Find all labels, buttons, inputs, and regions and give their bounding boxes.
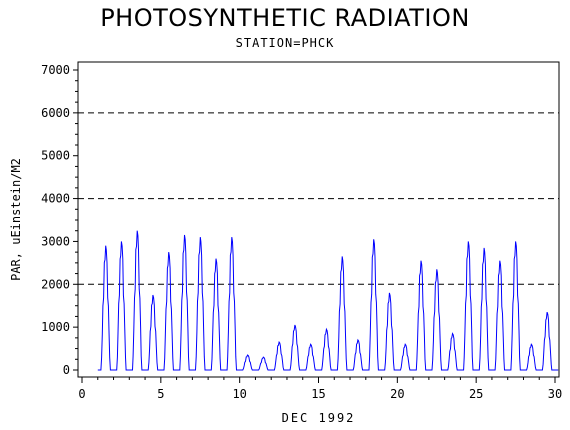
- y-axis-label: PAR, uEinstein/M2: [9, 158, 23, 281]
- x-tick-label: 30: [548, 387, 562, 401]
- series-line-par: [97, 230, 559, 371]
- y-tick-label: 2000: [41, 277, 70, 291]
- x-tick-label: 10: [232, 387, 246, 401]
- chart-title: PHOTOSYNTHETIC RADIATION: [100, 4, 470, 32]
- y-tick-label: 1000: [41, 320, 70, 334]
- y-tick-label: 4000: [41, 192, 70, 206]
- x-tick-label: 20: [390, 387, 404, 401]
- chart-subtitle: STATION=PHCK: [235, 36, 335, 50]
- x-axis-label: DEC 1992: [282, 411, 356, 425]
- y-tick-label: 5000: [41, 149, 70, 163]
- x-tick-label: 15: [311, 387, 325, 401]
- y-tick-label: 7000: [41, 63, 70, 77]
- x-tick-label: 25: [469, 387, 483, 401]
- y-tick-label: 3000: [41, 234, 70, 248]
- y-tick-label: 0: [63, 363, 70, 377]
- x-tick-label: 0: [78, 387, 85, 401]
- x-tick-label: 5: [157, 387, 164, 401]
- y-tick-label: 6000: [41, 106, 70, 120]
